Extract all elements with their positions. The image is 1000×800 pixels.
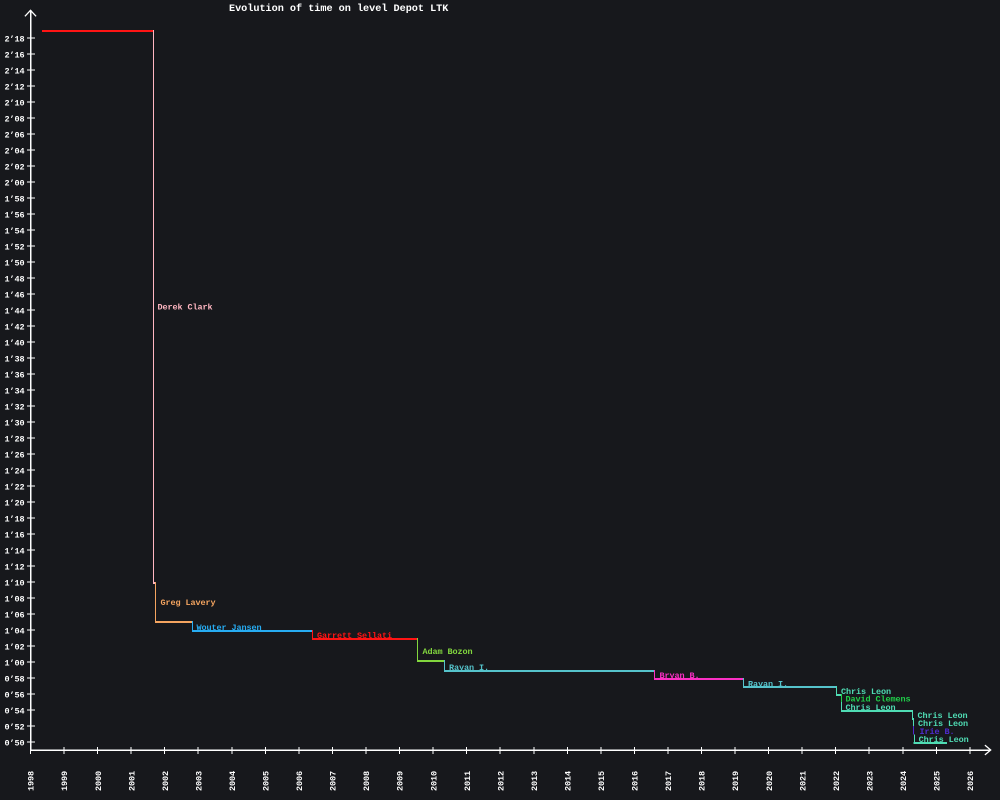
svg-text:2’04: 2’04: [4, 147, 24, 157]
svg-text:1’02: 1’02: [4, 643, 24, 653]
svg-text:2012: 2012: [496, 771, 506, 791]
svg-text:2002: 2002: [161, 771, 171, 791]
svg-text:1’58: 1’58: [4, 195, 24, 205]
svg-text:Rayan I.: Rayan I.: [449, 663, 489, 673]
svg-text:2001: 2001: [127, 771, 137, 791]
svg-text:1’52: 1’52: [4, 243, 24, 253]
svg-text:2’12: 2’12: [4, 83, 24, 93]
svg-text:Chris Leon: Chris Leon: [918, 719, 968, 729]
svg-text:1’26: 1’26: [4, 451, 24, 461]
svg-text:2023: 2023: [865, 771, 875, 791]
svg-text:Bryan B.: Bryan B.: [660, 671, 700, 681]
svg-text:1’12: 1’12: [4, 563, 24, 573]
svg-text:1’40: 1’40: [4, 339, 24, 349]
svg-text:Wouter Jansen: Wouter Jansen: [197, 623, 262, 633]
svg-text:2’10: 2’10: [4, 99, 24, 109]
svg-text:1999: 1999: [60, 771, 70, 791]
svg-text:2011: 2011: [463, 771, 473, 791]
svg-text:Chris Leon: Chris Leon: [846, 703, 896, 713]
svg-text:2’16: 2’16: [4, 51, 24, 61]
svg-text:2’18: 2’18: [4, 35, 24, 45]
svg-text:0’54: 0’54: [4, 707, 24, 717]
svg-text:1’16: 1’16: [4, 531, 24, 541]
svg-text:1’08: 1’08: [4, 595, 24, 605]
svg-text:1’18: 1’18: [4, 515, 24, 525]
svg-text:2021: 2021: [798, 771, 808, 791]
svg-text:2017: 2017: [664, 771, 674, 791]
svg-text:0’56: 0’56: [4, 691, 24, 701]
svg-text:1’54: 1’54: [4, 227, 24, 237]
svg-text:2013: 2013: [530, 771, 540, 791]
svg-text:2’08: 2’08: [4, 115, 24, 125]
svg-text:1’56: 1’56: [4, 211, 24, 221]
svg-text:1’50: 1’50: [4, 259, 24, 269]
svg-text:2004: 2004: [228, 771, 238, 791]
svg-text:2010: 2010: [429, 771, 439, 791]
svg-text:1’46: 1’46: [4, 291, 24, 301]
svg-text:Chris Leon: Chris Leon: [918, 711, 968, 721]
svg-text:2000: 2000: [94, 771, 104, 791]
svg-text:Rayan I.: Rayan I.: [748, 679, 788, 689]
svg-text:Greg Lavery: Greg Lavery: [161, 598, 216, 608]
svg-text:1’32: 1’32: [4, 403, 24, 413]
svg-text:2015: 2015: [597, 771, 607, 791]
svg-text:1’24: 1’24: [4, 467, 24, 477]
svg-text:Derek Clark: Derek Clark: [158, 303, 213, 313]
svg-text:1’28: 1’28: [4, 435, 24, 445]
svg-text:1’04: 1’04: [4, 627, 24, 637]
svg-text:1’22: 1’22: [4, 483, 24, 493]
svg-text:0’50: 0’50: [4, 739, 24, 749]
svg-text:1’38: 1’38: [4, 355, 24, 365]
svg-text:Evolution of time on level Dep: Evolution of time on level Depot LTK: [229, 3, 449, 15]
svg-text:1’10: 1’10: [4, 579, 24, 589]
svg-text:2’00: 2’00: [4, 179, 24, 189]
svg-text:2’02: 2’02: [4, 163, 24, 173]
svg-text:Garrett Sellati: Garrett Sellati: [317, 631, 392, 641]
svg-text:2024: 2024: [899, 771, 909, 791]
svg-text:1’36: 1’36: [4, 371, 24, 381]
svg-text:1’06: 1’06: [4, 611, 24, 621]
svg-text:1’00: 1’00: [4, 659, 24, 669]
svg-text:1’30: 1’30: [4, 419, 24, 429]
svg-text:Adam Bozon: Adam Bozon: [423, 647, 473, 657]
svg-text:2’14: 2’14: [4, 67, 24, 77]
svg-text:Chris Leon: Chris Leon: [919, 735, 969, 745]
svg-text:2016: 2016: [631, 771, 641, 791]
svg-text:1’20: 1’20: [4, 499, 24, 509]
svg-text:1’44: 1’44: [4, 307, 24, 317]
svg-text:0’52: 0’52: [4, 723, 24, 733]
svg-text:David Clemens: David Clemens: [846, 695, 911, 705]
svg-text:2008: 2008: [362, 771, 372, 791]
svg-text:2019: 2019: [731, 771, 741, 791]
svg-text:2009: 2009: [396, 771, 406, 791]
svg-text:1’42: 1’42: [4, 323, 24, 333]
svg-text:Irie B.: Irie B.: [920, 727, 955, 737]
svg-text:2018: 2018: [698, 771, 708, 791]
svg-text:2020: 2020: [765, 771, 775, 791]
svg-text:2014: 2014: [564, 771, 574, 791]
svg-text:1’34: 1’34: [4, 387, 24, 397]
svg-text:2007: 2007: [329, 771, 339, 791]
svg-text:1998: 1998: [27, 771, 37, 791]
svg-text:2003: 2003: [194, 771, 204, 791]
svg-text:0’58: 0’58: [4, 675, 24, 685]
svg-text:2026: 2026: [966, 771, 976, 791]
svg-text:2’06: 2’06: [4, 131, 24, 141]
svg-text:2006: 2006: [295, 771, 305, 791]
svg-text:Chris Leon: Chris Leon: [841, 687, 891, 697]
svg-text:1’14: 1’14: [4, 547, 24, 557]
svg-text:1’48: 1’48: [4, 275, 24, 285]
svg-text:2022: 2022: [832, 771, 842, 791]
svg-text:2005: 2005: [262, 771, 272, 791]
svg-text:2025: 2025: [933, 771, 943, 791]
